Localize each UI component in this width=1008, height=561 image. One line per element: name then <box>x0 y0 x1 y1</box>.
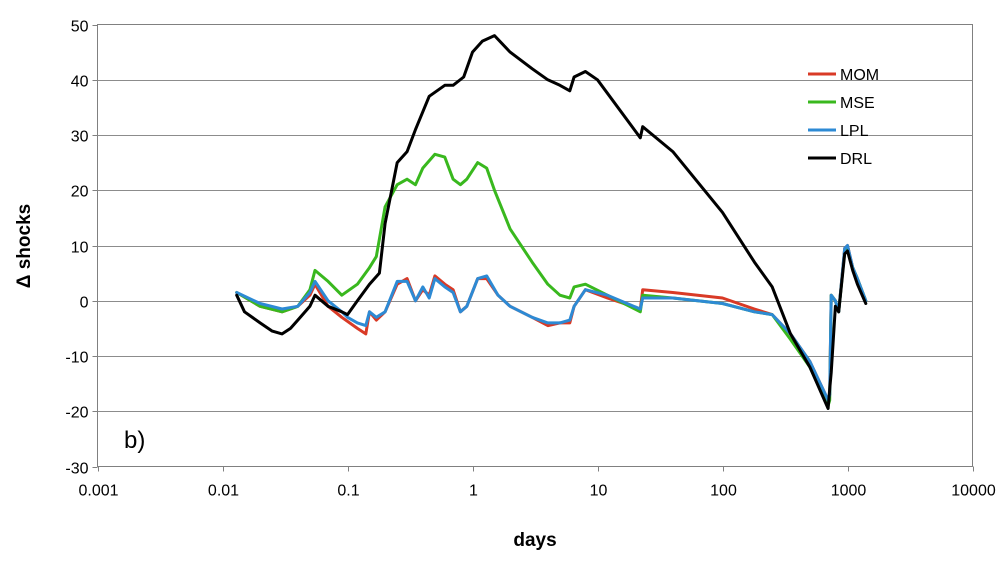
axis-ticks: -30 -20 -10 0 10 20 30 40 50 0.001 0.01 0.1 1 10 100 10… <box>65 19 995 500</box>
x-tick-label: 10000 <box>951 483 996 500</box>
x-tick-label: 0.01 <box>208 483 239 500</box>
x-tick-label: 10 <box>590 483 608 500</box>
y-tick-label: -20 <box>65 405 88 422</box>
y-tick-label: -10 <box>65 350 88 367</box>
plot-area <box>97 24 973 467</box>
legend-label-mom: MOM <box>840 67 879 84</box>
legend-label-drl: DRL <box>840 151 872 168</box>
y-tick-label: -30 <box>65 461 88 478</box>
legend: MOM MSE LPL DRL <box>808 67 879 168</box>
x-tick-label: 1 <box>469 483 478 500</box>
y-tick-label: 40 <box>71 74 89 91</box>
series-lines <box>235 34 868 410</box>
x-tick-label: 100 <box>710 483 737 500</box>
y-tick-label: 20 <box>71 184 89 201</box>
x-tick-label: 0.1 <box>337 483 359 500</box>
y-tick-label: 30 <box>71 129 89 146</box>
x-axis-label: days <box>513 530 556 551</box>
x-tick-label: 1000 <box>831 483 867 500</box>
gridlines <box>97 80 973 412</box>
series-line-drl <box>235 34 868 410</box>
panel-label: b) <box>124 427 145 454</box>
y-tick-label: 10 <box>71 240 89 257</box>
legend-label-lpl: LPL <box>840 123 869 140</box>
y-tick-label: 50 <box>71 19 89 36</box>
x-tick-label: 0.001 <box>78 483 118 500</box>
y-axis-label: Δ shocks <box>14 204 35 288</box>
y-tick-label: 0 <box>80 295 89 312</box>
legend-label-mse: MSE <box>840 95 875 112</box>
